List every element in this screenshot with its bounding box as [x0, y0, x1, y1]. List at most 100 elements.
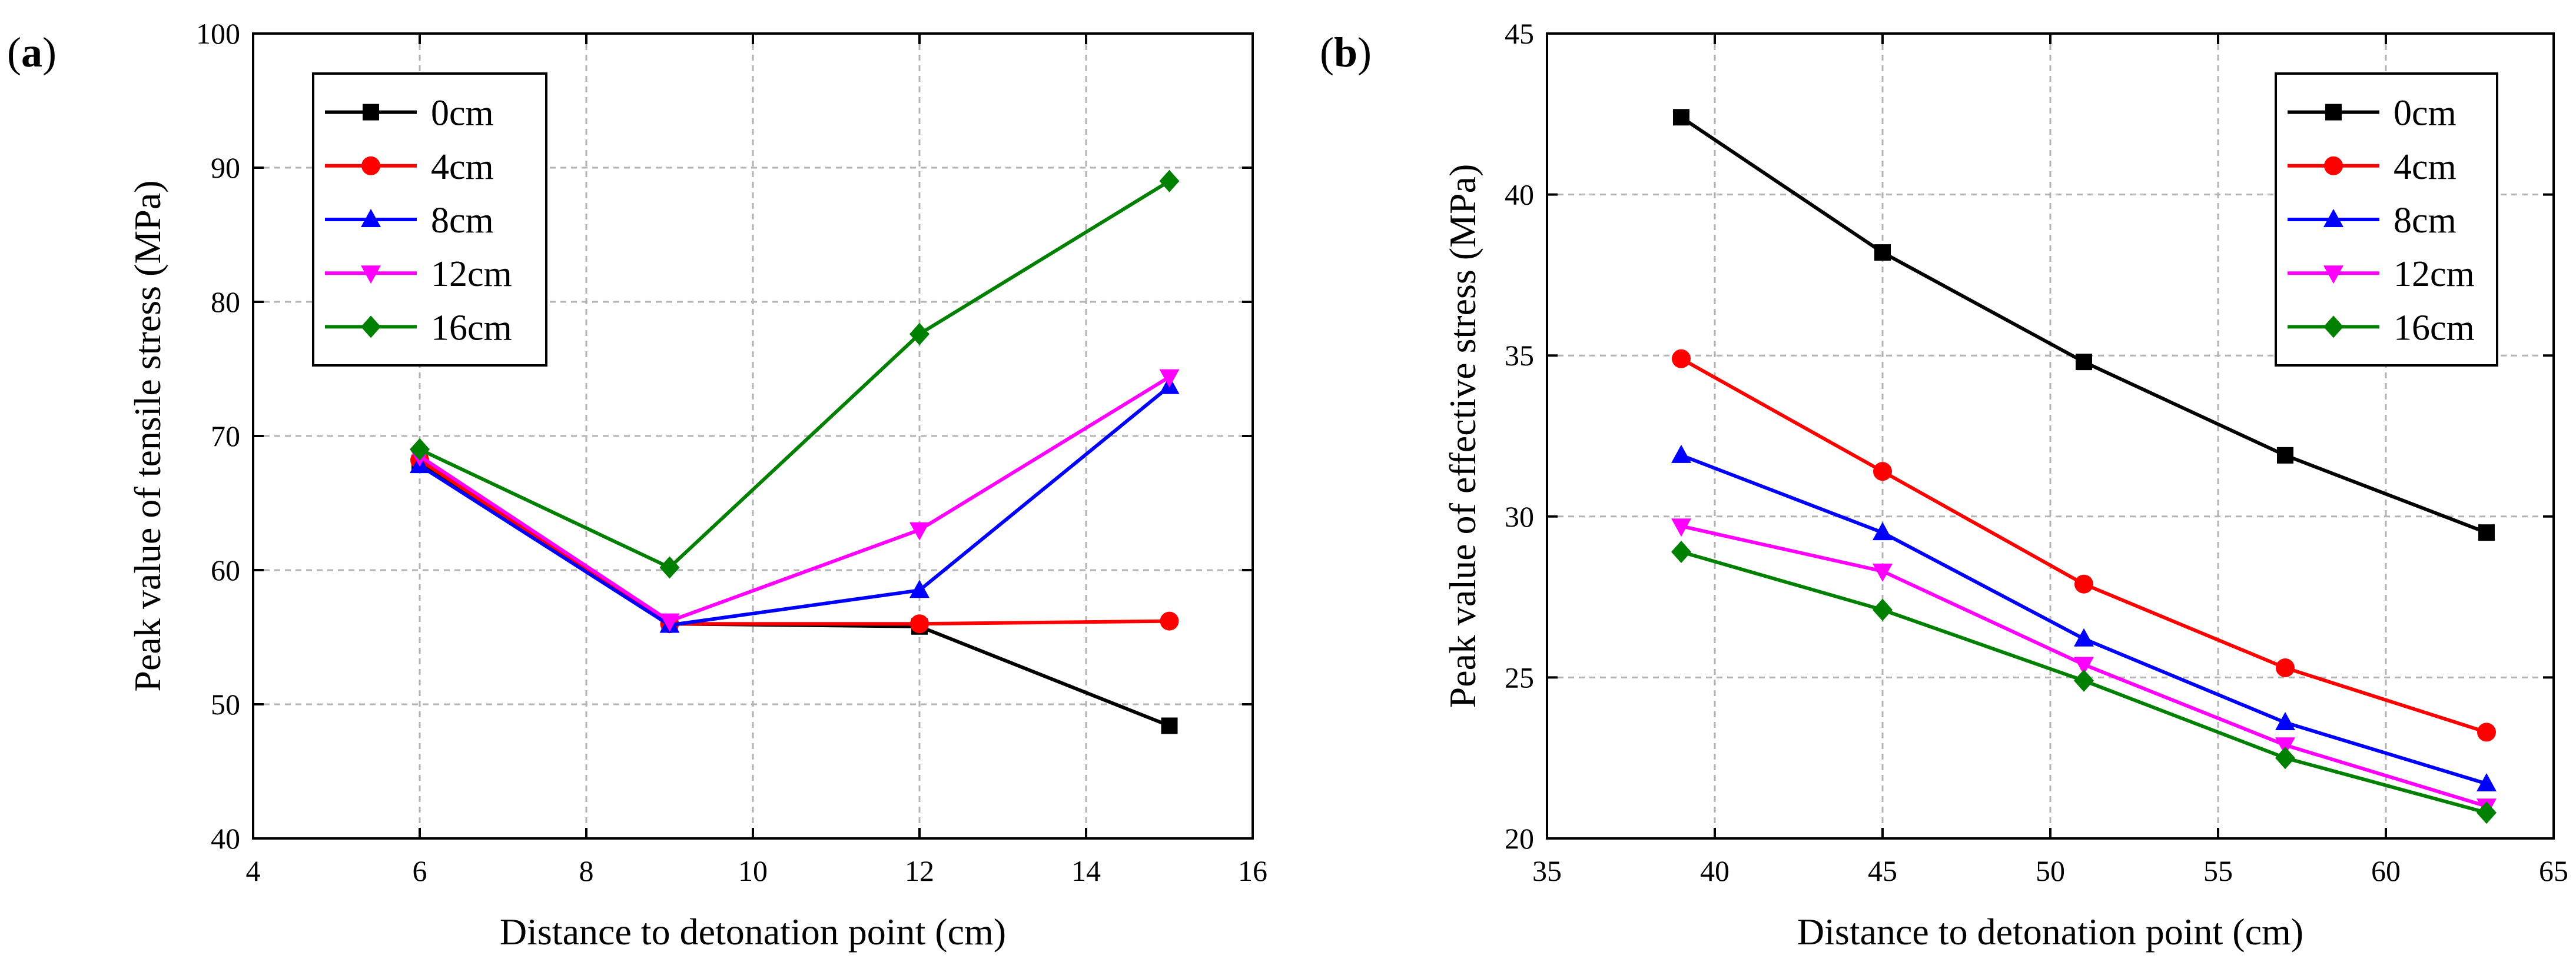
series-0cm — [1673, 109, 2495, 541]
data-point — [1874, 244, 1891, 261]
series-12cm — [1671, 518, 2497, 817]
x-tick-label: 6 — [413, 854, 427, 887]
data-point — [2477, 723, 2496, 742]
series-line — [419, 385, 1171, 627]
x-tick-label: 16 — [1238, 854, 1267, 887]
data-point — [2074, 574, 2093, 594]
legend: 0cm 4cm 8cm 12cm 16cm — [312, 72, 547, 367]
data-point — [909, 322, 930, 345]
data-point — [659, 613, 680, 632]
panel-label: (a) — [7, 29, 57, 76]
data-point — [1873, 563, 1893, 582]
data-point — [659, 556, 680, 579]
data-point — [909, 522, 930, 541]
data-point — [2276, 658, 2295, 677]
legend-marker — [361, 265, 381, 284]
legend-item: 12cm — [2288, 254, 2475, 294]
legend-marker — [361, 209, 381, 227]
data-point — [910, 614, 929, 634]
y-tick-label: 45 — [1505, 17, 1534, 50]
legend-label: 4cm — [431, 147, 494, 187]
legend-marker — [2325, 104, 2342, 121]
series-16cm — [1671, 540, 2497, 824]
chart-panel-b: 35 40 45 50 55 60 65 20 25 30 35 40 45 Distance to de… — [1320, 17, 2568, 953]
y-tick-label: 70 — [211, 420, 240, 452]
x-tick-label: 10 — [738, 854, 768, 887]
data-point — [2277, 447, 2293, 464]
y-tick-label: 90 — [211, 151, 240, 184]
data-point — [1671, 540, 1691, 563]
data-point — [2275, 712, 2295, 731]
data-point — [2477, 801, 2497, 824]
data-point — [1160, 611, 1179, 631]
y-tick-label: 80 — [211, 285, 240, 318]
legend-label: 0cm — [2394, 94, 2457, 134]
x-tick-label: 65 — [2539, 854, 2568, 887]
data-point — [410, 438, 430, 461]
x-tick-label: 14 — [1071, 854, 1101, 887]
x-tick-label: 45 — [1868, 854, 1897, 887]
panel-label: (b) — [1320, 29, 1372, 76]
legend-item: 0cm — [325, 94, 494, 134]
legend-item: 8cm — [325, 201, 494, 241]
x-tick-label: 40 — [1700, 854, 1729, 887]
data-point — [1671, 518, 1691, 537]
y-tick-label: 100 — [196, 17, 240, 50]
legend-label: 16cm — [2394, 308, 2475, 348]
x-tick-label: 50 — [2036, 854, 2065, 887]
data-point — [2074, 628, 2094, 647]
data-point — [909, 580, 930, 598]
data-point — [1673, 109, 1689, 126]
y-tick-label: 30 — [1505, 500, 1534, 533]
legend-label: 12cm — [2394, 254, 2475, 294]
y-axis-label: Peak value of effective stress (MPa) — [1442, 164, 1483, 708]
legend-label: 8cm — [2394, 201, 2457, 241]
legend-label: 4cm — [2394, 147, 2457, 187]
y-axis-label: Peak value of tensile stress (MPa) — [127, 180, 168, 691]
legend-marker — [361, 315, 381, 338]
legend-item: 16cm — [325, 308, 512, 348]
y-tick-label: 25 — [1505, 661, 1534, 694]
data-point — [2074, 669, 2094, 692]
y-tick-label: 20 — [1505, 822, 1534, 855]
data-point — [1873, 522, 1893, 541]
y-tick-label: 35 — [1505, 339, 1534, 372]
chart-panel-a: 4 6 8 10 12 14 16 40 50 60 70 80 90 100 Distance to de… — [7, 17, 1267, 953]
y-tick-label: 40 — [1505, 178, 1534, 211]
legend-label: 16cm — [431, 308, 512, 348]
legend-item: 12cm — [325, 254, 512, 294]
legend-marker — [2323, 209, 2343, 227]
y-tick-label: 50 — [211, 688, 240, 721]
y-tick-label: 60 — [211, 554, 240, 587]
data-point — [1873, 598, 1893, 621]
x-tick-label: 12 — [905, 854, 934, 887]
data-point — [2478, 524, 2495, 541]
series-4cm — [1672, 349, 2496, 742]
x-axis-label: Distance to detonation point (cm) — [1797, 911, 2303, 953]
grid — [253, 34, 1253, 838]
data-point — [2275, 737, 2295, 756]
x-axis-label: Distance to detonation point (cm) — [500, 911, 1006, 953]
data-point — [1161, 717, 1178, 734]
data-point — [2074, 657, 2094, 675]
x-tick-label: 60 — [2371, 854, 2401, 887]
data-point — [1159, 169, 1180, 192]
x-tick-label: 55 — [2203, 854, 2233, 887]
legend-marker — [2323, 315, 2343, 338]
legend-label: 0cm — [431, 94, 494, 134]
series-line — [419, 179, 1171, 570]
series-8cm — [1671, 444, 2497, 791]
x-tick-label: 8 — [579, 854, 594, 887]
data-point — [2076, 354, 2092, 371]
data-point — [1159, 369, 1180, 388]
data-point — [1873, 462, 1892, 481]
legend-item: 4cm — [2288, 147, 2457, 187]
legend-marker — [2324, 156, 2343, 175]
legend: 0cm 4cm 8cm 12cm 16cm — [2275, 72, 2498, 367]
data-point — [1671, 444, 1691, 463]
data-point — [1672, 349, 1691, 368]
series-line — [419, 375, 1171, 623]
series-line — [419, 458, 1170, 626]
legend-label: 12cm — [431, 254, 512, 294]
